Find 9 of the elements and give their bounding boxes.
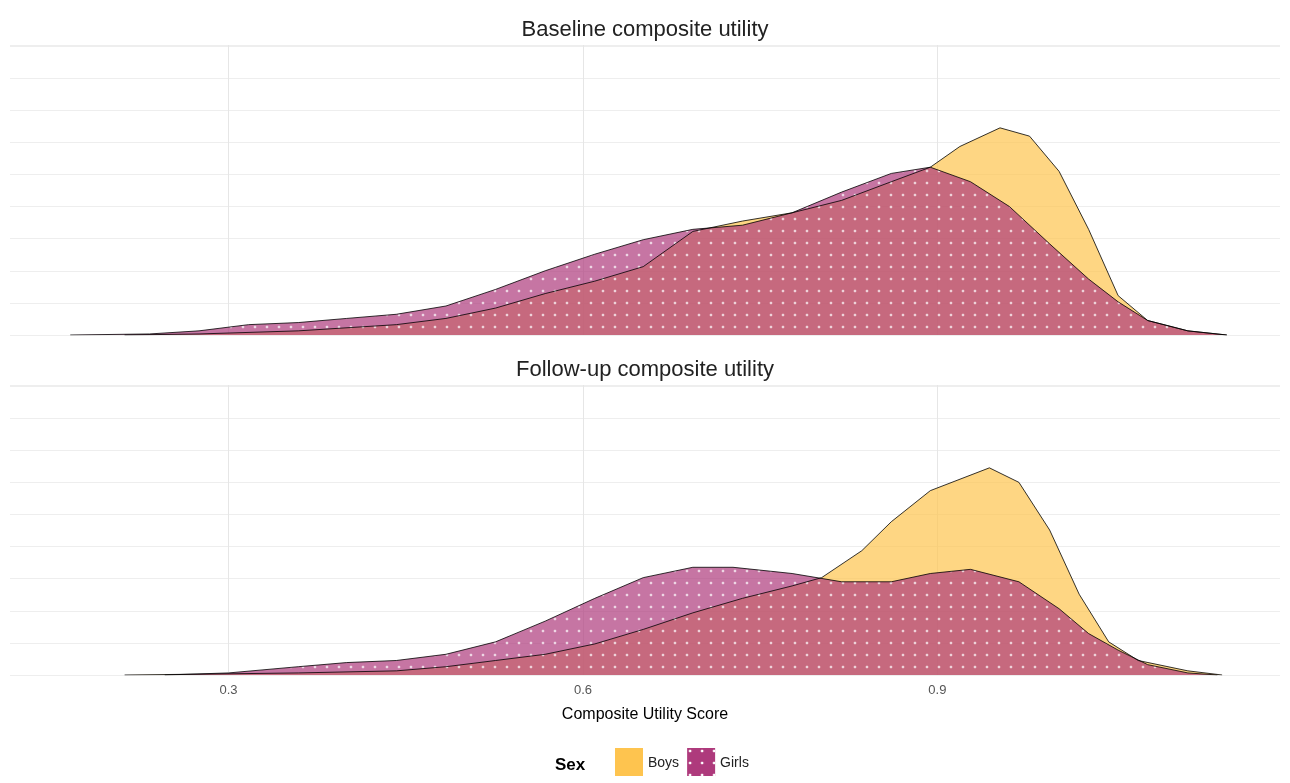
x-tick-label: 0.3 [219,682,238,697]
legend-label: Girls [720,754,749,770]
chart-title: Follow-up composite utility [516,355,774,381]
x-tick-label: 0.6 [573,682,593,697]
x-tick-label: 0.9 [928,682,947,697]
x-axis-title: Composite Utility Score [561,704,729,722]
legend-title: Sex [555,755,586,774]
chart-title: Baseline composite utility [521,15,769,41]
legend-label: Boys [648,754,680,770]
